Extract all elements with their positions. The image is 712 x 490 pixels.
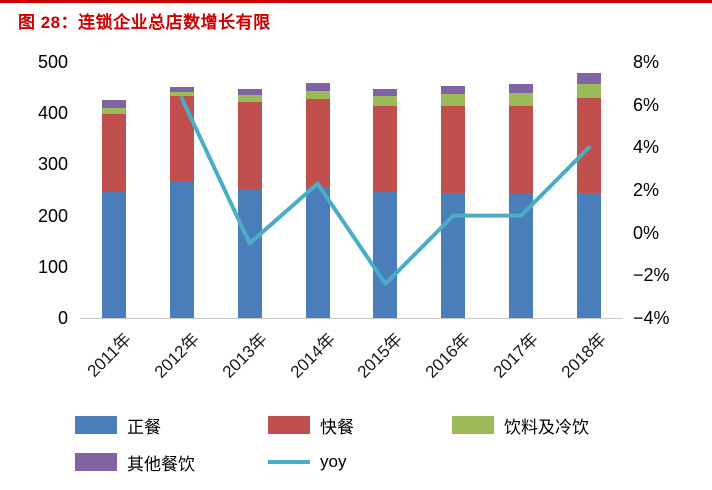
- legend-item: 其他餐饮: [75, 452, 195, 474]
- bar-segment: [101, 100, 126, 108]
- legend-label: 其他餐饮: [127, 454, 195, 474]
- y-axis-label-left: 500: [37, 52, 68, 72]
- legend-color-swatch: [452, 416, 494, 434]
- bar-segment: [305, 91, 330, 100]
- legend-line-swatch: [268, 460, 310, 464]
- legend-item: 正餐: [75, 415, 161, 437]
- y-axis-label-left: 400: [37, 103, 68, 124]
- bar-segment: [577, 192, 602, 318]
- bar-segment: [577, 83, 602, 98]
- bar-segment: [169, 182, 194, 318]
- bar-segment: [237, 95, 262, 102]
- x-axis-label: 2012年: [150, 329, 203, 382]
- bar-segment: [237, 188, 262, 318]
- x-axis-label: 2015年: [354, 329, 407, 382]
- legend-item: yoy: [268, 452, 346, 472]
- yoy-line: [179, 96, 592, 286]
- bar-segment: [305, 83, 330, 92]
- y-axis-label-left: 100: [37, 256, 68, 277]
- bar-segment: [101, 107, 126, 115]
- y-axis-label-left: 0: [57, 308, 68, 328]
- top-rule: [0, 0, 712, 3]
- bar-segment: [101, 191, 126, 318]
- bar-segment: [101, 114, 126, 192]
- x-axis-label: 2013年: [218, 329, 271, 382]
- legend-color-swatch: [75, 416, 117, 434]
- bar-segment: [373, 105, 398, 192]
- bar-segment: [169, 86, 194, 92]
- x-axis-label: 2011年: [83, 329, 135, 381]
- legend-color-swatch: [268, 416, 310, 434]
- y-axis-label-left: 300: [37, 154, 68, 175]
- figure-title: 图 28：连锁企业总店数增长有限: [18, 13, 271, 32]
- x-axis-label: 2017年: [489, 329, 543, 382]
- bar-segment: [441, 192, 466, 318]
- y-axis-label-right: 0%: [633, 222, 660, 243]
- bar-segment: [577, 73, 602, 84]
- plot-area: [80, 62, 623, 319]
- bar-segment: [441, 85, 466, 95]
- x-axis-label: 2016年: [422, 329, 475, 382]
- y-axis-label-right: 2%: [633, 180, 660, 200]
- y-axis-label-right: 8%: [633, 52, 660, 72]
- y-axis-label-right: −2%: [633, 265, 670, 286]
- bar-segment: [509, 84, 534, 93]
- bar-segment: [373, 96, 398, 106]
- bar-segment: [237, 88, 262, 96]
- legend-item: 快餐: [268, 415, 354, 437]
- bar-segment: [305, 99, 330, 188]
- bar-segment: [305, 187, 330, 318]
- legend-label: yoy: [320, 452, 347, 471]
- y-axis-label-left: 200: [37, 205, 68, 226]
- legend-color-swatch: [75, 453, 117, 471]
- bar-segment: [373, 191, 398, 318]
- bar-segment: [237, 101, 262, 189]
- bar-segment: [441, 105, 466, 193]
- bar-segment: [509, 92, 534, 106]
- legend-label: 饮料及冷饮: [504, 417, 589, 437]
- legend-label: 快餐: [320, 417, 354, 437]
- bar-segment: [169, 91, 194, 97]
- legend-item: 饮料及冷饮: [452, 415, 589, 437]
- y-axis-label-right: 6%: [633, 94, 660, 115]
- y-axis-label-right: −4%: [633, 308, 670, 328]
- x-axis-label: 2014年: [286, 329, 339, 382]
- bar-segment: [577, 97, 602, 193]
- bar-segment: [441, 94, 466, 106]
- bar-segment: [509, 105, 534, 195]
- legend-label: 正餐: [127, 417, 161, 437]
- x-axis-label: 2018年: [557, 329, 611, 382]
- y-axis-label-right: 4%: [633, 137, 660, 158]
- bar-segment: [373, 88, 398, 97]
